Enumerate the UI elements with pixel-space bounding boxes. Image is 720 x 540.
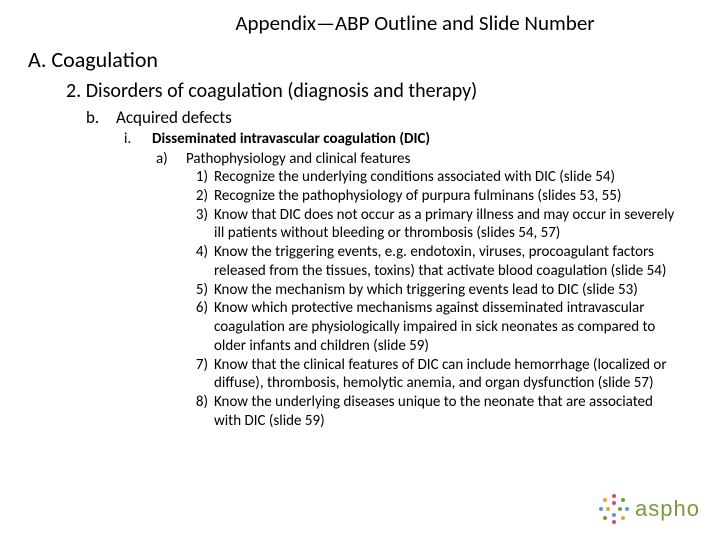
text-i: Disseminated intravascular coagulation (…: [152, 130, 430, 148]
logo-dots-icon: [597, 492, 631, 526]
list-item: 1)Recognize the underlying conditions as…: [188, 168, 692, 187]
item-text: Know the underlying diseases unique to t…: [214, 393, 692, 431]
text-b: Acquired defects: [116, 107, 232, 128]
list-item: 4)Know the triggering events, e.g. endot…: [188, 243, 692, 281]
item-number: 7): [188, 356, 214, 394]
outline-level-i: i.Disseminated intravascular coagulation…: [124, 130, 692, 148]
label-a2: a): [156, 150, 186, 168]
item-text: Recognize the underlying conditions asso…: [214, 168, 692, 187]
slide-content: Appendix—ABP Outline and Slide Number A.…: [0, 0, 720, 441]
outline-level-a2: a)Pathophysiology and clinical features: [156, 150, 692, 168]
item-number: 3): [188, 206, 214, 244]
item-number: 2): [188, 187, 214, 206]
list-item: 8)Know the underlying diseases unique to…: [188, 393, 692, 431]
label-b: b.: [86, 107, 116, 128]
outline-level-2: 2. Disorders of coagulation (diagnosis a…: [66, 79, 692, 103]
list-item: 7)Know that the clinical features of DIC…: [188, 356, 692, 394]
item-text: Know the triggering events, e.g. endotox…: [214, 243, 692, 281]
item-text: Know that DIC does not occur as a primar…: [214, 206, 692, 244]
text-a2: Pathophysiology and clinical features: [186, 150, 410, 168]
outline-level-A: A. Coagulation: [28, 46, 692, 73]
text-A: Coagulation: [51, 46, 158, 73]
label-A: A.: [28, 46, 46, 73]
item-text: Know that the clinical features of DIC c…: [214, 356, 692, 394]
slide-title: Appendix—ABP Outline and Slide Number: [138, 10, 692, 36]
list-item: 3)Know that DIC does not occur as a prim…: [188, 206, 692, 244]
item-text: Know the mechanism by which triggering e…: [214, 281, 692, 300]
item-number: 6): [188, 299, 214, 355]
item-text: Know which protective mechanisms against…: [214, 299, 692, 355]
outline-level-b: b.Acquired defects: [86, 107, 692, 128]
list-item: 5)Know the mechanism by which triggering…: [188, 281, 692, 300]
logo-text: aspho: [635, 496, 700, 522]
item-number: 1): [188, 168, 214, 187]
item-number: 8): [188, 393, 214, 431]
list-item: 6)Know which protective mechanisms again…: [188, 299, 692, 355]
item-number: 4): [188, 243, 214, 281]
label-2: 2.: [66, 79, 81, 103]
list-item: 2)Recognize the pathophysiology of purpu…: [188, 187, 692, 206]
label-i: i.: [124, 130, 152, 148]
text-2: Disorders of coagulation (diagnosis and …: [86, 79, 478, 103]
item-number: 5): [188, 281, 214, 300]
item-text: Recognize the pathophysiology of purpura…: [214, 187, 692, 206]
numbered-list: 1)Recognize the underlying conditions as…: [28, 168, 692, 431]
aspho-logo: aspho: [597, 492, 700, 526]
